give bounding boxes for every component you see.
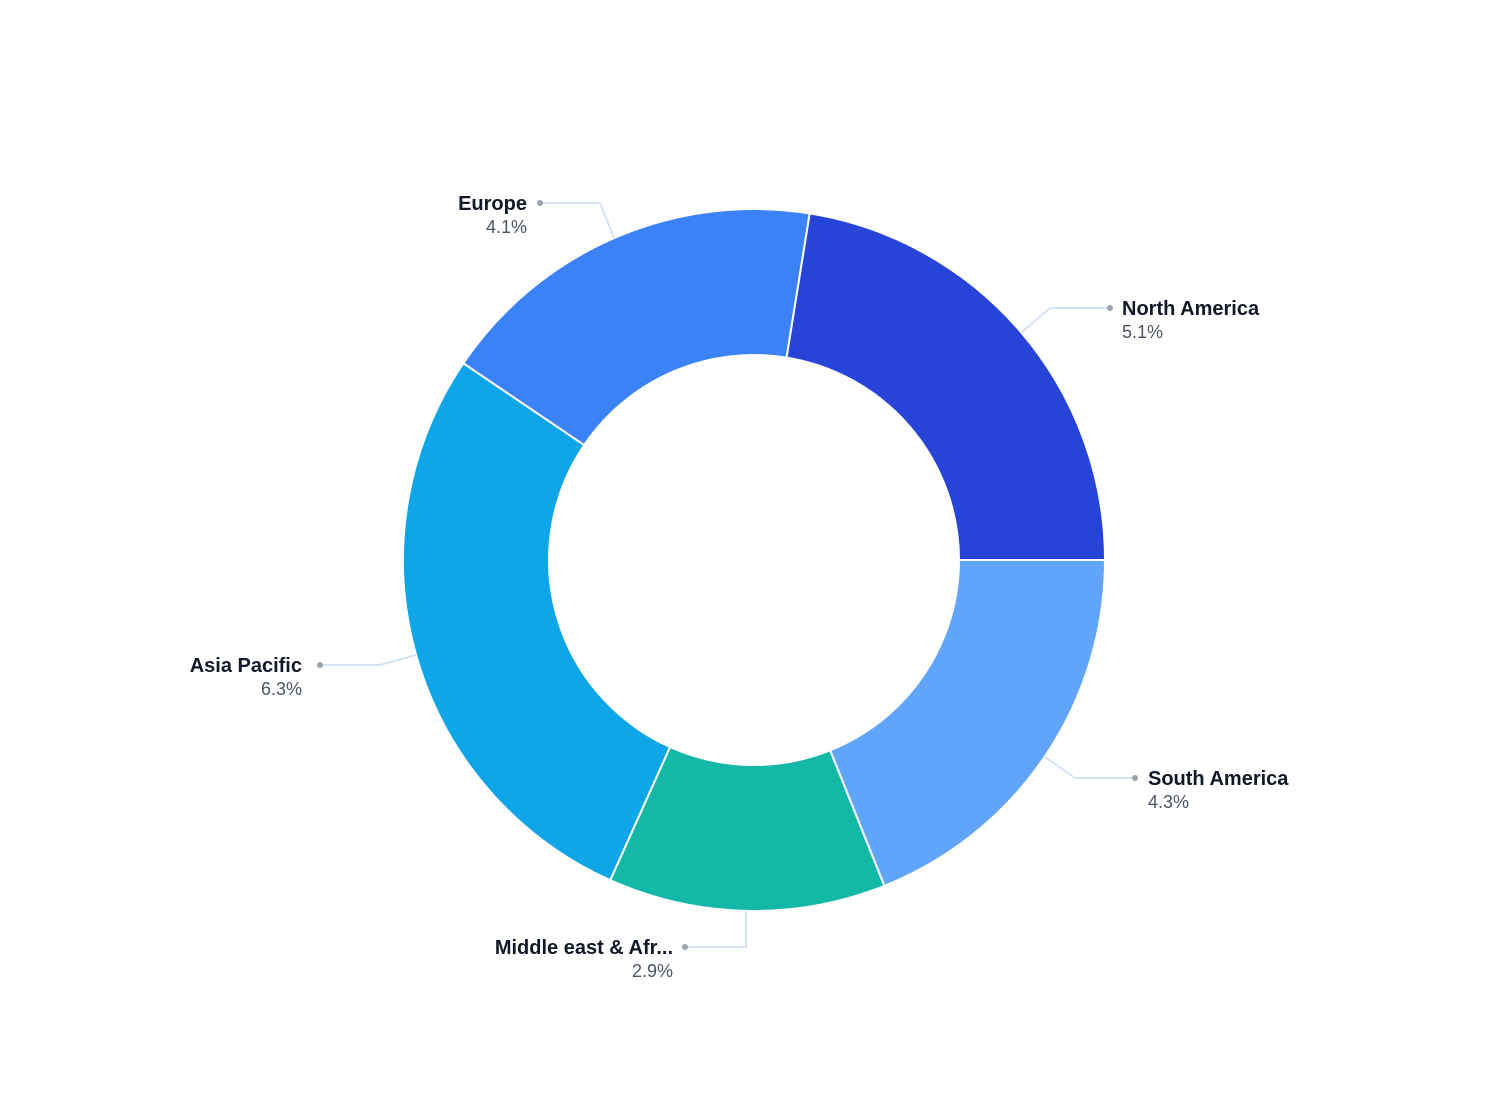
label-north-america-value: 5.1% xyxy=(1122,322,1164,342)
leader-dot-north-america xyxy=(1107,305,1113,311)
leader-line-south-america xyxy=(1044,756,1135,779)
leader-dot-middle-east xyxy=(682,944,688,950)
label-middle-east-value: 2.9% xyxy=(631,961,673,981)
leader-dot-asia-pacific xyxy=(317,662,323,668)
donut-slices xyxy=(402,208,1107,913)
label-asia-pacific-value: 6.3% xyxy=(260,679,302,699)
leader-line-middle-east xyxy=(685,911,747,948)
label-asia-pacific-name: Asia Pacific xyxy=(189,655,302,677)
donut-slice-europe[interactable] xyxy=(461,208,811,447)
label-south-america-value: 4.3% xyxy=(1148,792,1190,812)
label-europe-name: Europe xyxy=(458,193,527,215)
leader-dot-europe xyxy=(537,200,543,206)
label-middle-east-name: Middle east & Afr... xyxy=(494,937,673,959)
label-south-america-name: South America xyxy=(1148,768,1289,790)
label-north-america-name: North America xyxy=(1122,298,1260,320)
donut-slice-north-america[interactable] xyxy=(785,212,1107,561)
label-europe: Europe 4.1% xyxy=(458,194,527,236)
leader-line-asia-pacific xyxy=(320,654,417,666)
donut-slice-middle-east-africa[interactable] xyxy=(608,745,886,913)
donut-slice-south-america[interactable] xyxy=(828,559,1107,888)
leader-line-north-america xyxy=(1021,307,1110,333)
leader-lines xyxy=(317,200,1138,950)
label-south-america: South America 4.3% xyxy=(1148,769,1288,811)
leader-dot-south-america xyxy=(1132,775,1138,781)
label-asia-pacific: Asia Pacific 6.3% xyxy=(190,656,302,698)
label-north-america: North America 5.1% xyxy=(1122,299,1259,341)
label-europe-value: 4.1% xyxy=(485,217,527,237)
leader-line-europe xyxy=(540,202,615,239)
donut-slice-asia-pacific[interactable] xyxy=(402,361,672,882)
label-middle-east: Middle east & Afr... 2.9% xyxy=(495,938,673,980)
